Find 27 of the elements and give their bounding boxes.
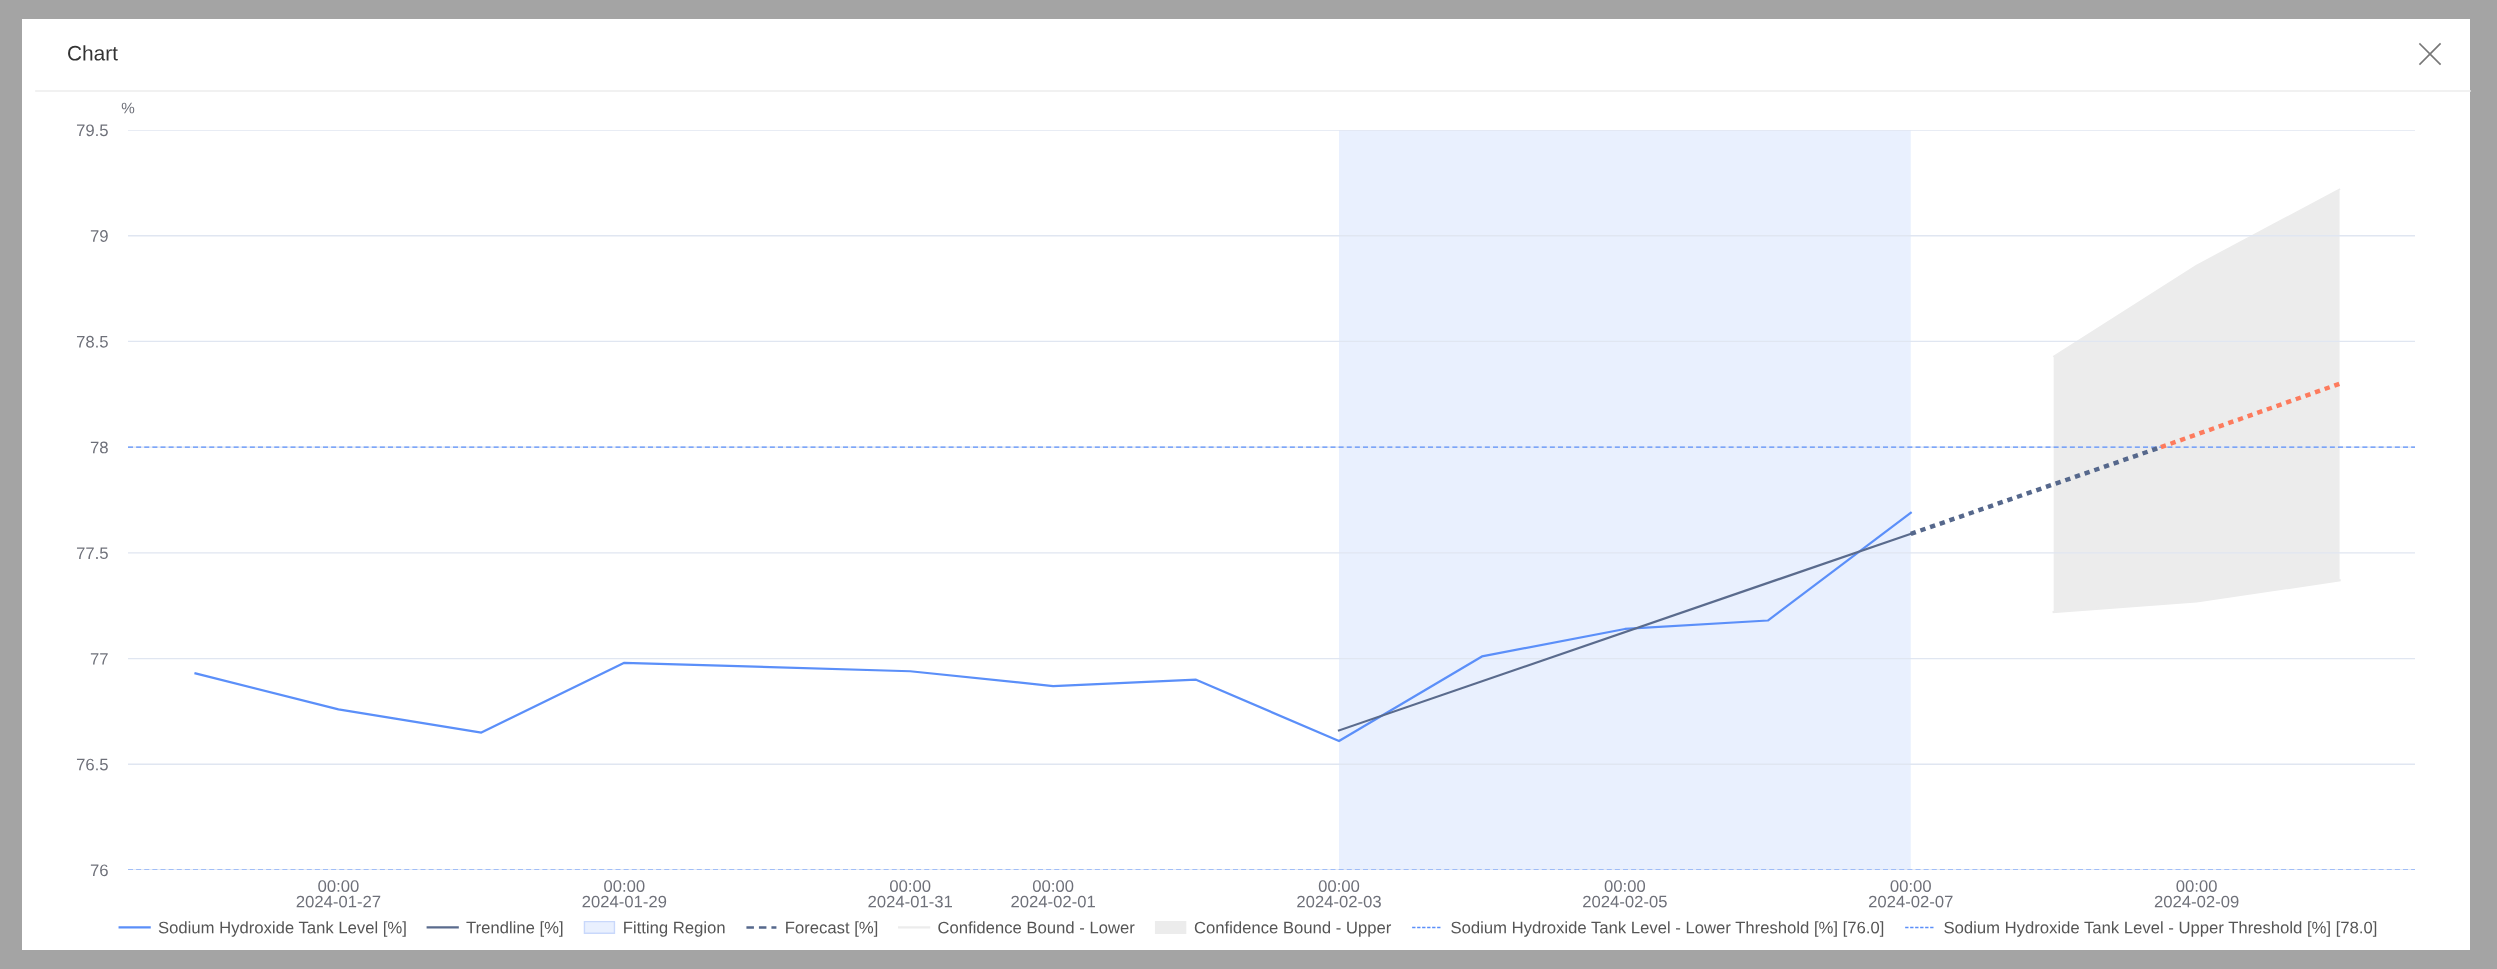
legend-label: Sodium Hydroxide Tank Level - Upper Threshold [%] [78.0] [1944,921,2377,937]
y-tick-label: 79 [90,230,108,242]
legend-label: Sodium Hydroxide Tank Level [%] [158,921,406,937]
x-tick-label: 00:00 2024-02-01 [1011,880,1095,908]
line-series [194,511,1912,743]
y-tick-label: 78 [90,441,108,454]
legend-label: Sodium Hydroxide Tank Level - Lower Threshold [%] [76.0] [1451,921,1884,937]
legend-label: Fitting Region [624,921,725,937]
x-tick-label: 00:00 2024-01-29 [582,880,667,908]
y-axis-title: % [121,102,135,114]
x-tick-label: 00:00 2024-01-31 [868,880,952,908]
y-tick-label: 76.5 [76,758,108,771]
legend-label: Confidence Bound - Upper [1194,921,1392,937]
chart-title: Chart [68,45,118,61]
x-tick-label: 00:00 2024-01-27 [296,880,381,908]
legend-label: Confidence Bound - Lower [938,921,1135,934]
x-tick-label: 00:00 2024-02-03 [1297,880,1381,908]
y-tick-label: 78.5 [76,335,108,348]
legend-label: Forecast [%] [786,921,878,937]
x-tick-label: 00:00 2024-02-07 [1868,880,1953,908]
y-tick-label: 77 [90,653,108,665]
y-tick-label: 77.5 [76,547,108,560]
y-tick-label: 79.5 [76,124,108,137]
y-tick-label: 76 [90,864,108,877]
x-tick-label: 00:00 2024-02-09 [2154,880,2239,908]
x-tick-label: 00:00 2024-02-05 [1583,880,1667,908]
legend-label: Trendline [%] [466,921,563,937]
